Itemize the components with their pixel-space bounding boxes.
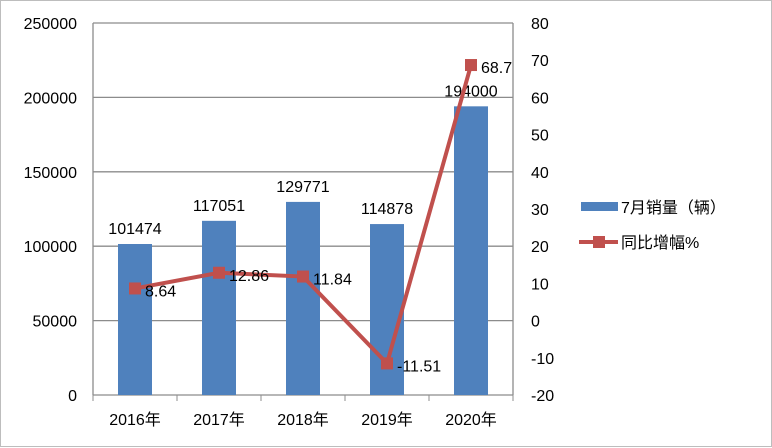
right-tick-label: 50 bbox=[531, 128, 549, 145]
right-tick-label: 60 bbox=[531, 90, 549, 107]
x-tick-label: 2020年 bbox=[445, 411, 497, 429]
x-tick-label: 2016年 bbox=[109, 411, 161, 429]
right-tick-label: 40 bbox=[531, 165, 549, 182]
bar bbox=[118, 244, 152, 395]
left-tick-label: 200000 bbox=[24, 90, 77, 107]
bar-data-label: 101474 bbox=[108, 221, 161, 238]
line-data-label: 8.64 bbox=[145, 283, 176, 300]
line-data-label: 11.84 bbox=[313, 272, 352, 289]
line-data-label: -11.51 bbox=[397, 358, 441, 375]
x-tick-label: 2019年 bbox=[361, 411, 413, 429]
right-tick-label: -10 bbox=[531, 351, 554, 368]
line-data-label: 68.7 bbox=[481, 60, 512, 77]
right-tick-label: 0 bbox=[531, 314, 540, 331]
right-tick-label: -20 bbox=[531, 388, 554, 405]
right-tick-label: 30 bbox=[531, 202, 549, 219]
line-marker bbox=[381, 357, 393, 370]
legend-bar-swatch bbox=[581, 202, 618, 211]
line-marker bbox=[129, 282, 141, 295]
x-tick-label: 2017年 bbox=[193, 411, 245, 429]
bar-data-label: 129771 bbox=[276, 179, 329, 196]
right-tick-label: 10 bbox=[531, 276, 549, 293]
line-marker bbox=[465, 59, 477, 72]
bar bbox=[202, 220, 236, 395]
line-marker bbox=[297, 270, 309, 283]
legend-label-sales: 7月销量（辆） bbox=[621, 199, 726, 217]
line-data-label: 12.86 bbox=[229, 268, 269, 285]
right-tick-label: 20 bbox=[531, 239, 549, 256]
bar bbox=[286, 201, 320, 395]
line-marker bbox=[213, 266, 225, 279]
left-tick-label: 250000 bbox=[24, 16, 77, 33]
bar bbox=[454, 106, 488, 395]
bar-data-label: 117051 bbox=[193, 198, 245, 215]
legend-line-marker bbox=[593, 236, 605, 248]
left-tick-label: 50000 bbox=[33, 314, 78, 331]
legend-label-growth: 同比增幅% bbox=[621, 234, 699, 252]
left-tick-label: 100000 bbox=[24, 239, 77, 256]
bar-data-label: 194000 bbox=[444, 83, 497, 100]
left-tick-label: 0 bbox=[68, 388, 77, 405]
bar-data-label: 114878 bbox=[361, 201, 413, 218]
right-tick-label: 70 bbox=[531, 53, 549, 70]
right-tick-label: 80 bbox=[531, 16, 549, 33]
x-tick-label: 2018年 bbox=[277, 411, 329, 429]
left-tick-label: 150000 bbox=[24, 165, 77, 182]
